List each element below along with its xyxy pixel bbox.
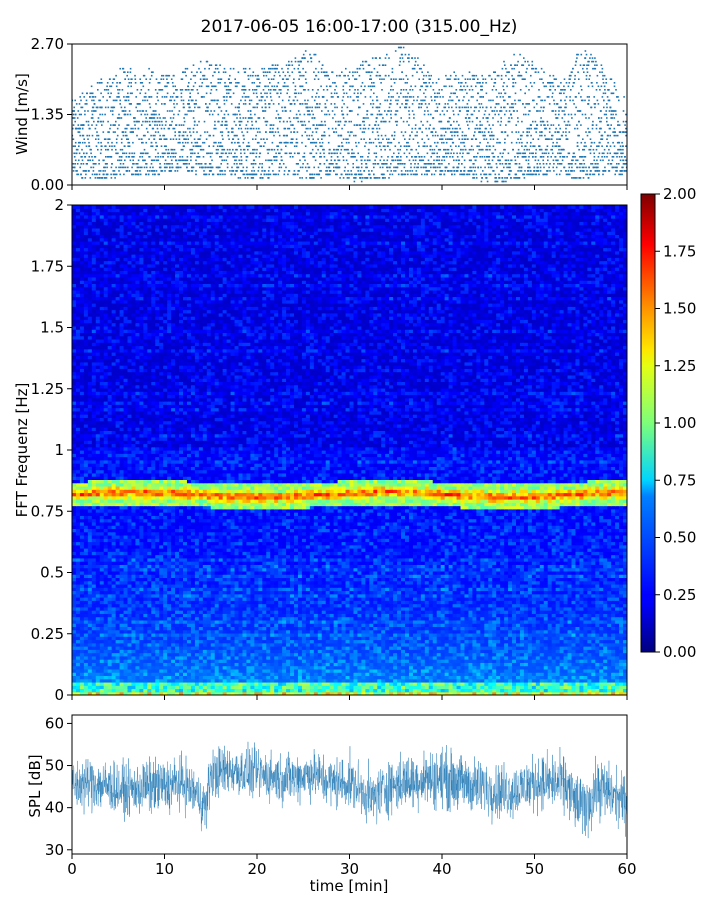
- colorbar-tick-label: 0.00: [663, 643, 696, 661]
- x-tick-label: 20: [247, 860, 266, 878]
- colorbar-tick-label: 1.25: [663, 357, 696, 375]
- x-tick-label: 40: [432, 860, 451, 878]
- spectrogram-y-tick-label: 0.25: [31, 625, 64, 643]
- spectrogram-y-tick-label: 0.75: [31, 502, 64, 520]
- wind-y-tick-label: 1.35: [31, 106, 64, 124]
- spectrogram-panel: 0 0.25 0.5 0.75 1 1.25 1.5 1.75 2 FFT Frequenz […: [13, 196, 628, 704]
- colorbar-tick-label: 0.75: [663, 471, 696, 489]
- spl-y-tick-label: 50: [45, 757, 64, 775]
- colorbar-tick-label: 0.25: [663, 586, 696, 604]
- colorbar-tick-label: 1.75: [663, 242, 696, 260]
- colorbar-tick-label: 0.50: [663, 529, 696, 547]
- wind-panel: 0.00 1.35 2.70 Wind [m/s]: [13, 35, 628, 194]
- spl-panel: 30 40 50 60 0 10 20 30 40 50 60 SPL [dB] time [min…: [26, 714, 637, 895]
- colorbar: 0.00 0.25 0.50 0.75 1.00 1.25 1.50 1.75 2.00: [640, 185, 696, 661]
- spl-y-tick-label: 30: [45, 841, 64, 859]
- x-axis-label: time [min]: [310, 877, 389, 895]
- spectrogram-y-tick-label: 1: [54, 441, 64, 459]
- x-tick-label: 30: [340, 860, 359, 878]
- wind-y-tick-label: 0.00: [31, 176, 64, 194]
- wind-y-axis-label: Wind [m/s]: [13, 73, 31, 155]
- colorbar-tick-label: 1.00: [663, 414, 696, 432]
- x-tick-label: 60: [617, 860, 636, 878]
- colorbar-gradient: [640, 193, 656, 653]
- x-tick-label: 10: [155, 860, 174, 878]
- colorbar-tick-label: 1.50: [663, 300, 696, 318]
- colorbar-tick-label: 2.00: [663, 185, 696, 203]
- x-tick-label: 0: [67, 860, 77, 878]
- spectrogram-y-tick-label: 1.5: [40, 319, 64, 337]
- spl-y-tick-label: 60: [45, 714, 64, 732]
- spectrogram-y-tick-label: 1.25: [31, 380, 64, 398]
- spectrogram-y-tick-label: 1.75: [31, 257, 64, 275]
- spectrogram-y-tick-label: 0.5: [40, 564, 64, 582]
- spl-series-line: [72, 741, 627, 839]
- spl-y-tick-label: 40: [45, 799, 64, 817]
- spectrogram-y-tick-label: 2: [54, 196, 64, 214]
- x-tick-label: 50: [525, 860, 544, 878]
- wind-y-tick-label: 2.70: [31, 35, 64, 53]
- spectrogram-y-axis-label: FFT Frequenz [Hz]: [13, 383, 31, 518]
- chart-title: 2017-06-05 16:00-17:00 (315.00_Hz): [201, 17, 518, 37]
- spectrogram-y-tick-label: 0: [54, 686, 64, 704]
- spl-y-axis-label: SPL [dB]: [26, 754, 44, 817]
